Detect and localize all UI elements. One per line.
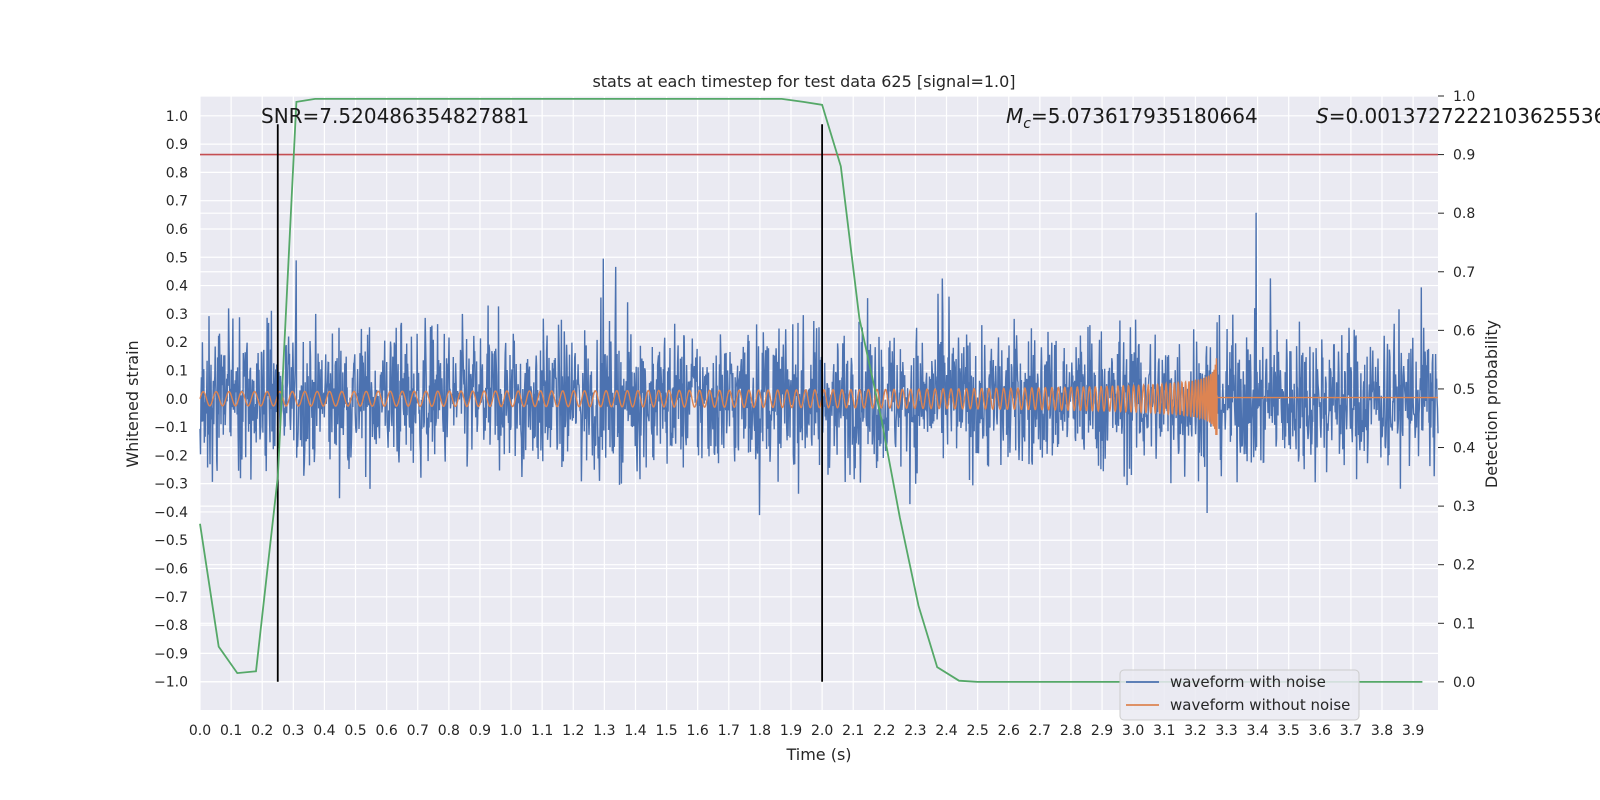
mc-value: =5.073617935180664 xyxy=(1031,104,1258,128)
y-tick-label: −0.4 xyxy=(154,505,188,521)
x-tick-label: 1.3 xyxy=(593,723,615,739)
x-tick-label: 2.7 xyxy=(1029,723,1051,739)
y-tick-label: −0.1 xyxy=(154,420,188,436)
x-tick-label: 2.5 xyxy=(967,723,989,739)
y-tick-label: 0.6 xyxy=(166,222,188,238)
x-tick-label: 1.4 xyxy=(624,723,646,739)
y2-tick-label: 0.9 xyxy=(1453,148,1475,164)
y-tick-label: −0.7 xyxy=(154,590,188,606)
chart-title: stats at each timestep for test data 625… xyxy=(592,72,1015,91)
legend-label-clean: waveform without noise xyxy=(1170,696,1350,714)
y-tick-label: 0.4 xyxy=(166,279,188,295)
y-tick-label: 0.2 xyxy=(166,335,188,351)
chirp-line xyxy=(199,358,1438,436)
y-tick-label: 0.8 xyxy=(166,165,188,181)
x-tick-label: 3.7 xyxy=(1340,723,1362,739)
legend: waveform with noise waveform without noi… xyxy=(1119,669,1360,721)
x-tick-label: 0.4 xyxy=(313,723,335,739)
y2-tick-labels: 1.0 0.9 0.8 0.7 0.6 0.5 0.4 0.3 0.2 0.1 0.0 xyxy=(1438,89,1475,691)
y-tick-label: −1.0 xyxy=(154,675,188,691)
x-tick-label: 0.7 xyxy=(407,723,429,739)
y2-tick-label: 0.8 xyxy=(1453,206,1475,222)
y2-tick-label: 0.6 xyxy=(1453,323,1475,339)
x-tick-label: 3.4 xyxy=(1246,723,1268,739)
x-tick-label: 0.9 xyxy=(469,723,491,739)
x-tick-label: 2.9 xyxy=(1091,723,1113,739)
x-tick-label: 0.6 xyxy=(376,723,398,739)
y-tick-label: 0.0 xyxy=(166,392,188,408)
y2-tick-label: 0.5 xyxy=(1453,382,1475,398)
x-tick-label: 3.1 xyxy=(1153,723,1175,739)
x-tick-label: 3.6 xyxy=(1309,723,1331,739)
x-tick-labels: 0.0 0.1 0.2 0.3 0.4 0.5 0.6 0.7 0.8 0.9 1.0 1.1 1.2 1… xyxy=(189,723,1424,739)
x-tick-label: 0.0 xyxy=(189,723,211,739)
x-tick-label: 0.5 xyxy=(344,723,366,739)
x-tick-label: 0.3 xyxy=(282,723,304,739)
x-tick-label: 0.2 xyxy=(251,723,273,739)
x-tick-label: 2.0 xyxy=(811,723,833,739)
mc-subscript: c xyxy=(1023,116,1031,132)
x-tick-label: 3.8 xyxy=(1371,723,1393,739)
snr-annotation: SNR=7.520486354827881 xyxy=(261,104,529,128)
detection-probability-line xyxy=(199,98,1423,683)
x-tick-label: 2.6 xyxy=(998,723,1020,739)
y2-tick-label: 0.0 xyxy=(1453,675,1475,691)
y-tick-label: 0.7 xyxy=(166,194,188,210)
legend-box xyxy=(1119,669,1360,721)
x-tick-label: 2.2 xyxy=(873,723,895,739)
x-tick-label: 1.9 xyxy=(780,723,802,739)
y2-tick-label: 0.4 xyxy=(1453,441,1475,457)
y-tick-labels: 1.0 0.9 0.8 0.7 0.6 0.5 0.4 0.3 0.2 0.1 0.0 −0.1 −0.… xyxy=(154,109,188,691)
y-tick-label: −0.2 xyxy=(154,448,188,464)
y-tick-label: −0.5 xyxy=(154,533,188,549)
x-tick-label: 0.1 xyxy=(220,723,242,739)
mc-annotation: Mc=5.073617935180664 xyxy=(1006,104,1258,132)
y-tick-label: 0.3 xyxy=(166,307,188,323)
series-waveform-without-noise xyxy=(199,358,1438,436)
mc-symbol: M xyxy=(1006,104,1023,128)
overlays xyxy=(199,98,1438,683)
legend-label-noise: waveform with noise xyxy=(1170,673,1326,691)
x-tick-label: 1.5 xyxy=(655,723,677,739)
x-tick-label: 3.0 xyxy=(1122,723,1144,739)
y2-axis-label: Detection probability xyxy=(1482,320,1501,488)
x-tick-label: 1.0 xyxy=(500,723,522,739)
y2-tick-label: 0.3 xyxy=(1453,499,1475,515)
y-tick-label: −0.8 xyxy=(154,618,188,634)
noise-line xyxy=(199,212,1439,516)
y-tick-label: 0.5 xyxy=(166,250,188,266)
x-tick-label: 2.8 xyxy=(1060,723,1082,739)
x-tick-label: 3.5 xyxy=(1278,723,1300,739)
y-tick-label: −0.6 xyxy=(154,562,188,578)
s-annotation: S=0.0013727222103625536 xyxy=(1316,104,1600,128)
x-tick-label: 1.6 xyxy=(687,723,709,739)
s-symbol: S xyxy=(1316,104,1329,128)
x-tick-label: 1.1 xyxy=(531,723,553,739)
x-tick-label: 1.8 xyxy=(749,723,771,739)
x-tick-label: 3.2 xyxy=(1184,723,1206,739)
y2-tick-label: 0.2 xyxy=(1453,558,1475,574)
y-tick-label: −0.3 xyxy=(154,477,188,493)
y2-tick-label: 1.0 xyxy=(1453,89,1475,105)
x-axis-label: Time (s) xyxy=(785,745,851,764)
series-waveform-with-noise xyxy=(199,212,1439,516)
x-tick-label: 1.2 xyxy=(562,723,584,739)
x-tick-label: 3.9 xyxy=(1402,723,1424,739)
y2-tick-label: 0.1 xyxy=(1453,616,1475,632)
s-value: =0.0013727222103625536 xyxy=(1329,104,1600,128)
y-tick-label: −0.9 xyxy=(154,646,188,662)
y-tick-label: 0.9 xyxy=(166,137,188,153)
x-tick-label: 2.3 xyxy=(904,723,926,739)
x-tick-label: 2.4 xyxy=(935,723,957,739)
y2-tick-label: 0.7 xyxy=(1453,265,1475,281)
y-axis-label: Whitened strain xyxy=(123,340,142,467)
y-tick-label: 1.0 xyxy=(166,109,188,125)
x-tick-label: 1.7 xyxy=(718,723,740,739)
y-tick-label: 0.1 xyxy=(166,363,188,379)
x-tick-label: 0.8 xyxy=(438,723,460,739)
x-tick-label: 3.3 xyxy=(1215,723,1237,739)
x-tick-label: 2.1 xyxy=(842,723,864,739)
